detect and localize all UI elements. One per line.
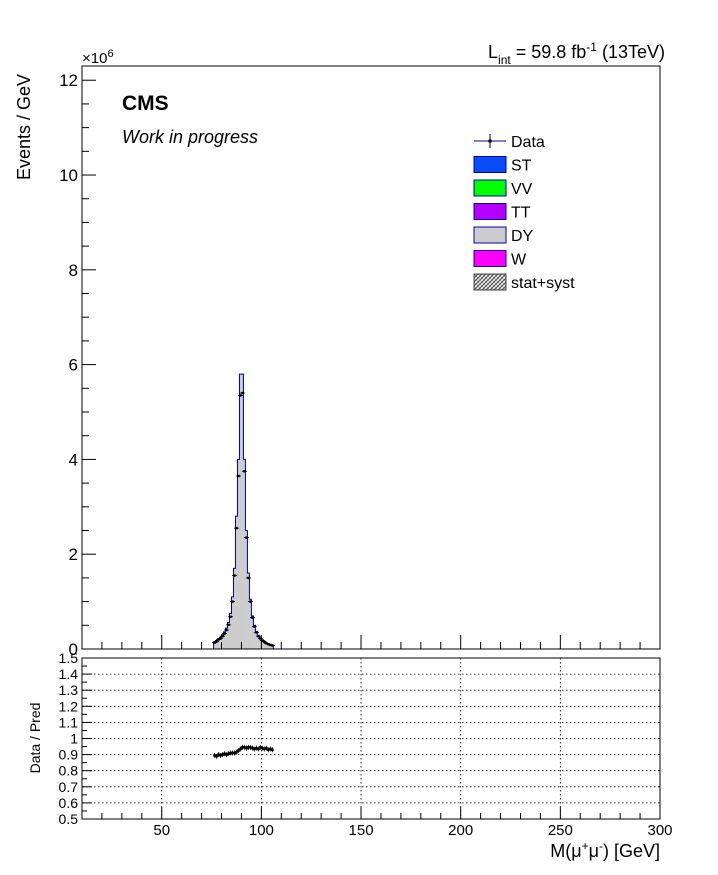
legend-item-data: Data [474, 134, 545, 151]
y-tick-label: 8 [69, 261, 78, 280]
dy-bar [233, 568, 236, 649]
dy-bar [237, 459, 240, 649]
dy-bar [269, 644, 272, 649]
x-tick-label: 150 [349, 822, 374, 839]
legend-swatch [473, 273, 507, 291]
legend-label: VV [511, 181, 533, 198]
x-tick-label: 300 [647, 822, 672, 839]
ratio-panel: 0.50.60.70.80.911.11.21.31.41.5 50 100 150… [27, 650, 673, 861]
dy-bar [225, 628, 228, 649]
dy-bar [267, 643, 270, 649]
dy-bar [263, 641, 266, 649]
ratio-y-tick-label: 1.1 [59, 714, 79, 730]
legend-swatch [473, 156, 507, 173]
legend-swatch [473, 179, 507, 197]
y-tick-label: 10 [59, 166, 78, 185]
y-tick-label: 4 [69, 450, 78, 469]
legend-item-stat-syst: stat+syst [473, 273, 575, 292]
ratio-points [213, 744, 274, 759]
ratio-y-tick-label: 0.8 [59, 763, 79, 779]
dy-bar [221, 634, 224, 649]
dy-bar [231, 596, 234, 649]
main-x-ticks [101, 635, 661, 649]
legend-swatch [473, 203, 507, 220]
legend-label: DY [511, 228, 534, 245]
dy-bar [235, 516, 238, 649]
ratio-y-tick-label: 1.4 [59, 666, 79, 682]
dy-bar [271, 645, 274, 649]
dy-bar [259, 638, 262, 649]
dy-bar [223, 631, 226, 649]
dy-bar [261, 639, 264, 649]
status-label: Work in progress [122, 127, 258, 147]
x-tick-label: 50 [153, 822, 170, 839]
legend-item-dy: DY [473, 226, 534, 245]
ratio-y-tick-label: 1.3 [59, 682, 79, 698]
x-axis-label: M(μ+μ-) [GeV] [550, 839, 660, 861]
dy-bar [247, 573, 250, 649]
ratio-y-tick-label: 1.2 [59, 698, 79, 714]
y-axis-label: Events / GeV [14, 74, 34, 180]
luminosity-label: Lint = 59.8 fb-1 (13TeV) [488, 40, 665, 67]
dy-bar [213, 641, 216, 649]
dy-bar [265, 642, 268, 649]
dy-bar [241, 374, 244, 649]
legend-item-w: W [473, 250, 527, 269]
legend-label: W [511, 252, 527, 269]
y-tick-label: 6 [69, 356, 78, 375]
experiment-label: CMS [122, 92, 169, 115]
legend-data-marker [488, 139, 492, 143]
ratio-x-ticks: 50 100 150 200 250 300 [101, 807, 673, 839]
data-points [212, 391, 275, 647]
ratio-y-tick-label: 1.5 [59, 650, 79, 666]
ratio-grid [82, 658, 660, 819]
dy-bar [245, 530, 248, 649]
legend-swatch [473, 226, 507, 244]
dy-bar [227, 622, 230, 649]
main-y-ticks: 0 2 4 6 8 10 12 [59, 71, 96, 659]
dy-bar [219, 637, 222, 649]
dy-bar [229, 613, 232, 649]
legend-label: Data [511, 134, 545, 151]
y-multiplier: ×106 [82, 48, 114, 67]
dy-bar [251, 615, 254, 649]
dy-bar [215, 640, 218, 649]
dy-stack-histogram [213, 373, 274, 649]
ratio-y-tick-label: 0.6 [59, 795, 79, 811]
x-tick-label: 200 [448, 822, 473, 839]
y-tick-label: 0 [69, 640, 78, 659]
legend-swatch [473, 250, 507, 267]
dy-bar [253, 625, 256, 649]
dy-bar [249, 599, 252, 649]
legend-label: ST [511, 158, 532, 175]
x-tick-label: 250 [548, 822, 573, 839]
legend-item-vv: VV [473, 179, 533, 198]
y-tick-label: 2 [69, 545, 78, 564]
ratio-y-axis-label: Data / Pred [27, 703, 43, 774]
y-tick-label: 12 [59, 71, 78, 90]
ratio-y-tick-label: 0.7 [59, 779, 79, 795]
dy-bar [257, 635, 260, 649]
ratio-y-ticks: 0.50.60.70.80.911.11.21.31.41.5 [59, 650, 92, 827]
dy-bar [255, 631, 258, 649]
dy-bar [243, 459, 246, 649]
ratio-y-tick-label: 0.9 [59, 747, 79, 763]
legend-label: stat+syst [511, 275, 575, 292]
legend-item-st: ST [473, 156, 532, 175]
ratio-y-tick-label: 0.5 [59, 811, 79, 827]
main-frame [81, 65, 661, 650]
ratio-y-tick-label: 1 [70, 731, 78, 747]
dy-bar [239, 374, 242, 649]
legend-label: TT [511, 205, 531, 222]
dy-bar [217, 638, 220, 649]
x-tick-label: 100 [249, 822, 274, 839]
legend-item-tt: TT [473, 203, 531, 222]
